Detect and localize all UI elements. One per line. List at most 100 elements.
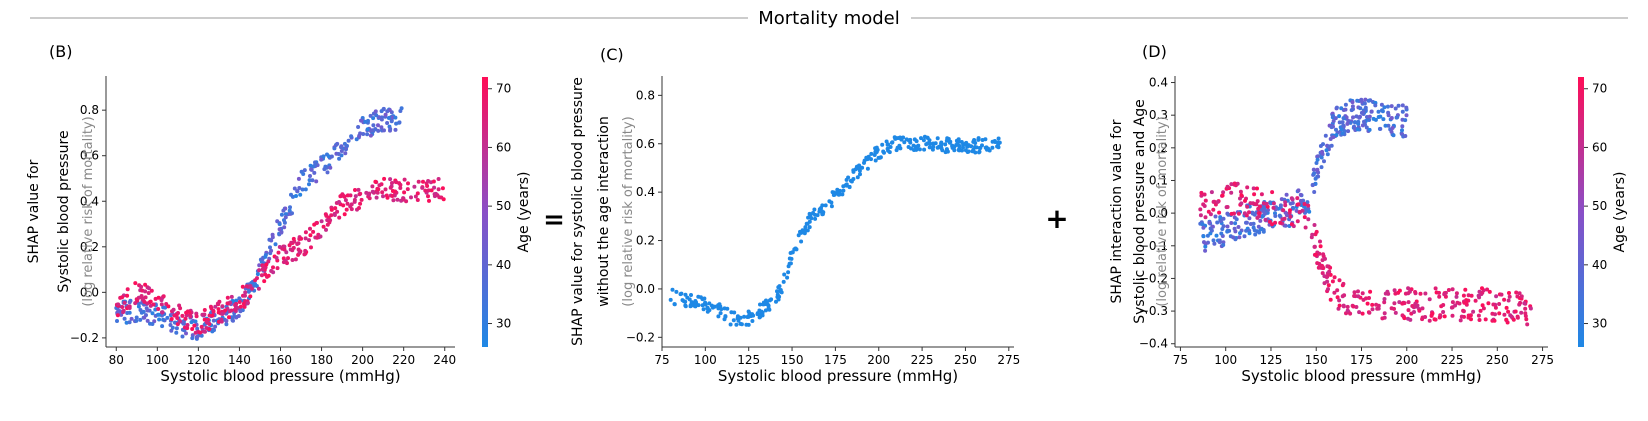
data-point [1519, 294, 1524, 299]
data-point [1326, 283, 1331, 288]
data-point [1248, 201, 1253, 206]
data-point [129, 316, 134, 321]
data-point [742, 314, 747, 319]
data-point [1253, 202, 1258, 207]
data-point [1382, 297, 1387, 301]
data-point [1258, 218, 1263, 223]
data-point [1257, 204, 1262, 209]
data-point [318, 234, 323, 239]
data-point [409, 195, 413, 200]
data-point [782, 272, 787, 277]
data-point [1493, 305, 1498, 310]
data-point [119, 312, 124, 317]
data-point [1252, 192, 1257, 197]
data-point [985, 147, 989, 152]
data-point [701, 307, 706, 312]
data-point [1282, 216, 1287, 221]
data-point [1343, 107, 1348, 112]
data-point [157, 317, 162, 322]
colorbar-label: Age (years) [516, 172, 532, 253]
y-axis-label: SHAP interaction value for [1109, 119, 1125, 303]
data-point [1403, 118, 1408, 123]
data-point [213, 304, 218, 309]
data-point [241, 301, 246, 306]
data-point [282, 244, 287, 249]
data-point [277, 222, 282, 227]
data-point [1423, 291, 1428, 296]
data-point [694, 300, 699, 305]
data-point [1525, 322, 1530, 327]
data-point [431, 179, 436, 184]
data-point [142, 299, 147, 304]
data-point [303, 187, 308, 192]
data-point [435, 193, 440, 198]
data-point [315, 220, 319, 225]
data-point [1406, 291, 1411, 296]
data-point [149, 288, 154, 293]
data-point [213, 324, 218, 329]
colorbar-tick-label: 60 [1592, 140, 1607, 154]
colorbar-tick-label: 50 [496, 199, 511, 213]
y-axis-note: (log relative risk of mortality) [621, 116, 636, 306]
data-point [1450, 300, 1455, 305]
data-point [367, 192, 371, 197]
data-point [202, 308, 207, 312]
data-point [143, 289, 148, 294]
data-point [1427, 318, 1432, 323]
data-point [1366, 98, 1371, 103]
data-point [1248, 222, 1253, 226]
y-tick-label: 0.4 [80, 194, 99, 208]
data-point [1284, 192, 1289, 197]
data-point [1396, 103, 1401, 108]
data-point [1386, 113, 1391, 118]
data-point [348, 193, 353, 198]
data-point [156, 307, 161, 311]
data-point [1345, 304, 1350, 309]
data-point [1504, 305, 1509, 310]
data-point [1389, 104, 1394, 109]
data-point [1331, 113, 1336, 118]
data-point [1386, 291, 1391, 296]
data-point [885, 142, 890, 147]
x-tick-label: 75 [1173, 353, 1188, 367]
data-point [880, 142, 885, 147]
data-point [271, 265, 275, 270]
data-point [233, 307, 237, 312]
data-point [1344, 115, 1349, 120]
data-point [1297, 210, 1302, 215]
x-tick-label: 120 [187, 353, 210, 367]
data-point [1203, 244, 1208, 249]
data-point [115, 313, 120, 318]
data-point [139, 294, 144, 298]
x-axis-label: Systolic blood pressure (mmHg) [1241, 367, 1481, 385]
data-point [786, 270, 791, 275]
data-point [1433, 286, 1438, 291]
data-point [1320, 271, 1325, 276]
y-axis-note: (log relative risk of mortality) [1155, 116, 1170, 306]
data-point [1245, 185, 1250, 190]
data-point [940, 148, 945, 153]
data-point [1406, 300, 1411, 305]
data-point [246, 289, 251, 294]
x-tick-label: 100 [694, 353, 717, 367]
data-point [1427, 297, 1432, 302]
data-point [1469, 317, 1473, 322]
data-point [313, 160, 317, 165]
data-point [943, 150, 948, 155]
data-point [1524, 317, 1529, 322]
data-point [829, 204, 834, 209]
data-point [159, 302, 164, 307]
data-point [390, 189, 395, 193]
data-point [922, 147, 927, 152]
data-point [1203, 215, 1208, 220]
data-point [423, 188, 428, 193]
data-point [1339, 106, 1344, 111]
data-point [1261, 201, 1266, 206]
data-point [1420, 306, 1425, 311]
data-point [1243, 198, 1247, 203]
data-point [1213, 214, 1218, 219]
data-point [996, 145, 1001, 150]
data-point [143, 295, 148, 300]
data-point [729, 310, 734, 315]
data-point [1221, 243, 1226, 247]
